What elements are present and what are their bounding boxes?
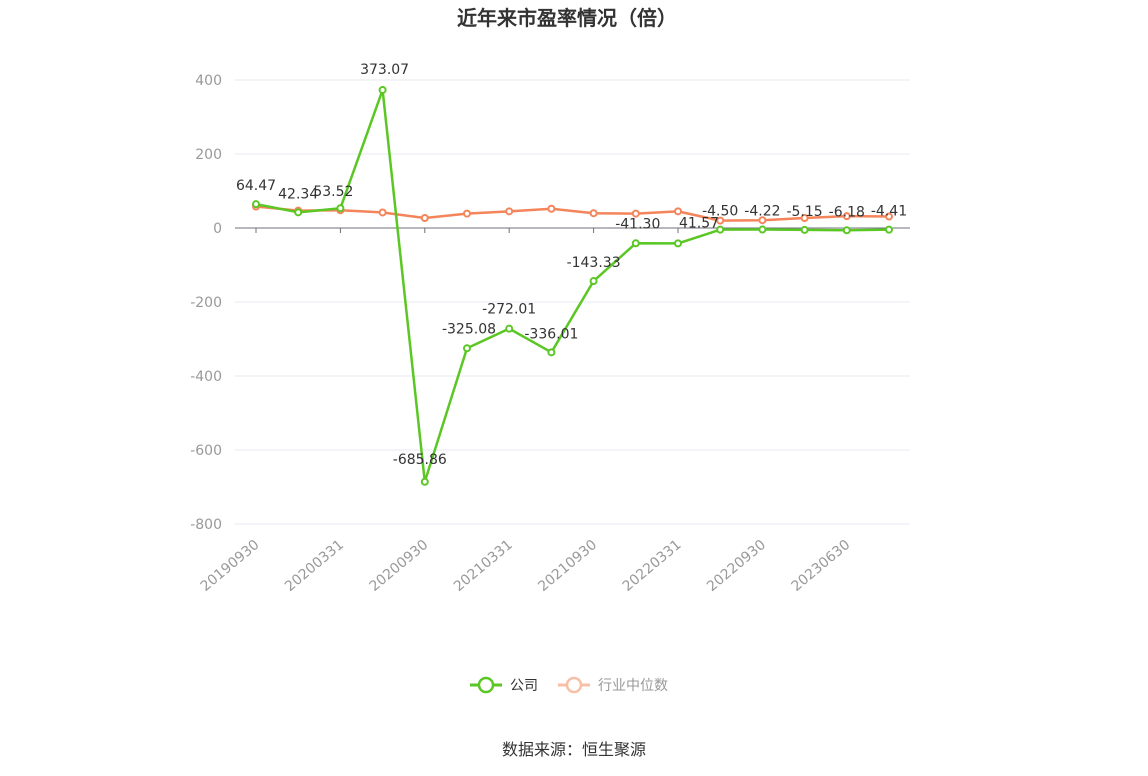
data-point[interactable]	[294, 208, 303, 217]
data-point[interactable]	[463, 344, 471, 353]
data-label: -272.01	[482, 302, 536, 318]
data-point[interactable]	[505, 207, 514, 216]
legend-company-label: 公司	[510, 678, 538, 694]
y-axis-ticks: 400 200 0 -200 -400 -600 -800	[190, 73, 222, 533]
legend: 公司 行业中位数	[470, 676, 668, 694]
data-point[interactable]	[547, 204, 556, 213]
x-tick-label: 20230630	[788, 537, 853, 595]
data-label: 41.57	[679, 215, 719, 231]
data-point[interactable]	[674, 239, 682, 248]
data-point[interactable]	[589, 209, 598, 218]
data-point[interactable]	[758, 216, 767, 225]
x-tick-label: 20220331	[620, 537, 685, 595]
y-tick-label: -200	[190, 295, 222, 311]
data-point[interactable]	[758, 225, 767, 234]
legend-item-industry-median[interactable]: 行业中位数	[558, 676, 668, 694]
data-point[interactable]	[674, 207, 682, 216]
data-label: -336.01	[524, 326, 578, 342]
series-line-0	[255, 88, 890, 484]
x-axis: 20190930 20200331 20200930 20210331 20210930…	[198, 227, 910, 595]
data-point[interactable]	[631, 239, 640, 248]
data-point[interactable]	[842, 226, 851, 235]
y-tick-label: -800	[190, 517, 222, 533]
chart-title: 近年来市盈率情况（倍）	[457, 6, 677, 30]
data-point[interactable]	[378, 85, 387, 94]
grid-lines	[235, 79, 910, 525]
data-label: -325.08	[442, 321, 496, 337]
data-point[interactable]	[842, 212, 851, 221]
data-point[interactable]	[885, 225, 893, 234]
data-point[interactable]	[252, 200, 260, 209]
data-point[interactable]	[631, 209, 640, 218]
data-label: -6.18	[829, 204, 865, 220]
data-label: -5.15	[786, 204, 822, 220]
x-tick-label: 20190930	[198, 537, 263, 595]
source-text: 数据来源：恒生聚源	[502, 740, 646, 759]
data-point[interactable]	[378, 208, 387, 217]
data-point[interactable]	[420, 477, 429, 486]
data-point[interactable]	[716, 225, 725, 234]
data-label: 373.07	[360, 62, 409, 78]
data-label: -4.50	[702, 204, 738, 220]
data-point[interactable]	[800, 225, 809, 234]
x-tick-label: 20200930	[366, 537, 431, 595]
y-tick-label: 400	[195, 73, 222, 89]
data-point[interactable]	[589, 277, 598, 286]
legend-industry-label: 行业中位数	[598, 678, 668, 694]
y-tick-label: -400	[190, 369, 222, 385]
legend-item-company[interactable]: 公司	[470, 676, 538, 694]
legend-company-marker	[477, 676, 495, 694]
data-label: -4.22	[744, 204, 780, 220]
data-point[interactable]	[463, 209, 471, 218]
data-label: 64.47	[236, 178, 276, 194]
data-point[interactable]	[547, 348, 556, 357]
data-label: -685.86	[393, 452, 447, 468]
y-tick-label: 0	[213, 221, 222, 237]
legend-industry-marker	[565, 676, 583, 694]
data-point[interactable]	[885, 212, 893, 221]
y-tick-label: -600	[190, 443, 222, 459]
data-point[interactable]	[800, 214, 809, 223]
data-label: 42.34	[278, 186, 318, 202]
series-line-1	[255, 205, 890, 222]
data-point[interactable]	[420, 214, 429, 223]
y-tick-label: 200	[195, 147, 222, 163]
x-tick-label: 20200331	[282, 537, 347, 595]
data-point[interactable]	[505, 324, 514, 333]
data-point[interactable]	[716, 216, 725, 225]
data-label: 53.52	[313, 184, 353, 200]
data-label: -41.30	[615, 216, 660, 232]
series-layer	[252, 85, 893, 486]
data-label: -143.33	[567, 255, 621, 271]
x-tick-label: 20220930	[704, 537, 769, 595]
data-point[interactable]	[336, 204, 345, 213]
x-tick-label: 20210930	[535, 537, 600, 595]
x-tick-label: 20210331	[451, 537, 516, 595]
data-label: -4.41	[871, 204, 907, 220]
